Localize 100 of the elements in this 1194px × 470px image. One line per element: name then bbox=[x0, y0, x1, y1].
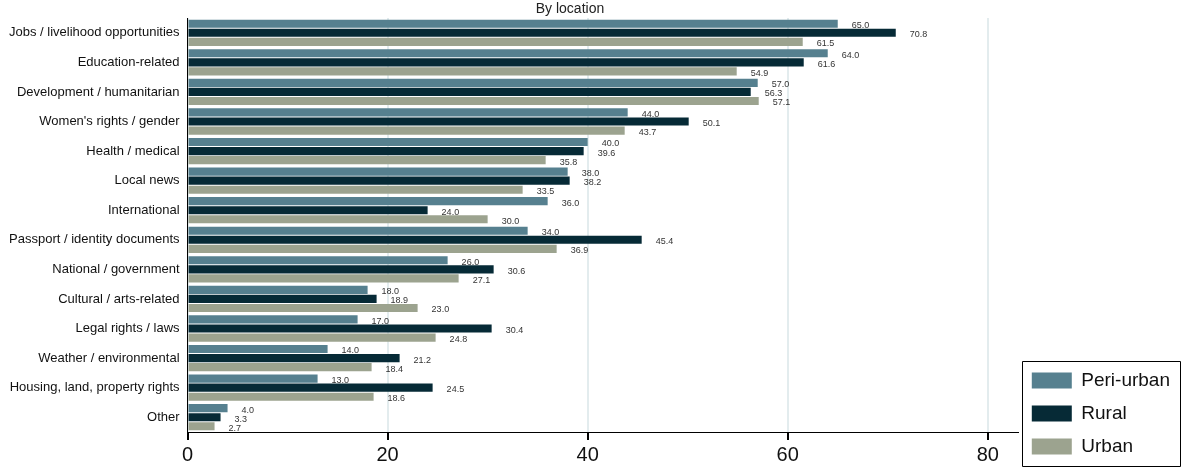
bar bbox=[188, 206, 428, 215]
bar bbox=[188, 226, 528, 235]
data-label: 17.0 bbox=[371, 315, 390, 326]
data-label: 27.1 bbox=[472, 274, 491, 285]
y-tick-label: Legal rights / laws bbox=[75, 320, 181, 336]
data-label: 56.3 bbox=[764, 88, 783, 99]
y-tick-label: Women's rights / gender bbox=[39, 113, 181, 129]
x-tick-label: 40 bbox=[576, 442, 599, 465]
data-label: 54.9 bbox=[750, 67, 769, 78]
data-label: 61.5 bbox=[816, 38, 835, 49]
y-tick-label: National / government bbox=[52, 260, 180, 276]
y-tick-label: Health / medical bbox=[86, 142, 180, 158]
bar bbox=[188, 392, 374, 401]
bar bbox=[188, 294, 377, 304]
data-label: 57.1 bbox=[772, 97, 791, 108]
y-tick-label: Weather / environmental bbox=[38, 349, 180, 365]
bar bbox=[188, 344, 328, 354]
bar bbox=[188, 374, 318, 383]
data-label: 18.0 bbox=[381, 286, 400, 297]
data-label: 50.1 bbox=[702, 117, 721, 128]
data-label: 18.6 bbox=[387, 393, 406, 404]
data-label: 43.7 bbox=[638, 127, 657, 138]
bar bbox=[188, 353, 400, 363]
data-label: 36.0 bbox=[561, 197, 580, 208]
bar bbox=[188, 256, 448, 265]
bar bbox=[188, 167, 568, 176]
bar bbox=[188, 324, 492, 333]
bar bbox=[188, 413, 221, 422]
x-tick-label: 0 bbox=[181, 442, 194, 465]
data-label: 38.2 bbox=[583, 177, 602, 188]
bar bbox=[188, 315, 358, 324]
data-label: 39.6 bbox=[597, 147, 616, 158]
y-tick-label: Housing, land, property rights bbox=[9, 379, 181, 395]
data-label: 13.0 bbox=[331, 375, 350, 386]
bar bbox=[188, 265, 494, 274]
bar bbox=[188, 67, 737, 76]
data-label: 44.0 bbox=[641, 108, 660, 119]
bar bbox=[188, 404, 228, 413]
data-label: 26.0 bbox=[461, 256, 480, 267]
data-label: 64.0 bbox=[841, 49, 860, 60]
bar bbox=[188, 78, 758, 87]
bar bbox=[188, 285, 368, 294]
y-tick-label: Other bbox=[147, 408, 181, 424]
data-label: 14.0 bbox=[341, 345, 360, 356]
y-tick-label: Passport / identity documents bbox=[9, 231, 181, 247]
bar bbox=[188, 28, 896, 37]
data-label: 61.6 bbox=[817, 58, 836, 69]
bar bbox=[188, 422, 215, 431]
bar bbox=[188, 383, 433, 392]
bar bbox=[188, 58, 804, 67]
y-tick-label: Education-related bbox=[77, 53, 180, 69]
data-label: 35.8 bbox=[559, 156, 578, 167]
bar bbox=[188, 215, 488, 224]
data-label: 45.4 bbox=[655, 236, 674, 247]
y-tick-label: Jobs / livelihood opportunities bbox=[8, 24, 181, 40]
legend-label: Rural bbox=[1081, 401, 1127, 423]
bar bbox=[188, 137, 588, 147]
data-label: 30.4 bbox=[505, 324, 524, 335]
legend-label: Peri-urban bbox=[1081, 368, 1171, 390]
data-label: 34.0 bbox=[541, 227, 560, 238]
bar bbox=[188, 19, 838, 28]
bar bbox=[188, 49, 828, 58]
x-tick-label: 80 bbox=[976, 442, 999, 465]
bar bbox=[188, 117, 689, 126]
data-label: 57.0 bbox=[771, 79, 790, 90]
legend-label: Urban bbox=[1081, 434, 1134, 456]
data-label: 4.0 bbox=[241, 404, 255, 415]
data-label: 24.5 bbox=[446, 384, 465, 395]
bar bbox=[188, 156, 546, 165]
y-tick-label: Local news bbox=[114, 172, 181, 188]
bar bbox=[188, 87, 751, 97]
bar bbox=[188, 146, 584, 156]
chart-title: By location bbox=[534, 0, 606, 16]
data-label: 21.2 bbox=[413, 354, 432, 365]
data-label: 18.4 bbox=[385, 363, 404, 374]
data-label: 24.8 bbox=[449, 334, 468, 345]
bar bbox=[188, 363, 372, 372]
y-tick-label: Development / humanitarian bbox=[16, 83, 180, 99]
data-label: 23.0 bbox=[431, 304, 450, 315]
bar bbox=[188, 235, 642, 244]
x-tick-label: 20 bbox=[376, 442, 399, 465]
bar bbox=[188, 244, 557, 253]
y-tick-label: Cultural / arts-related bbox=[58, 290, 180, 306]
bar bbox=[188, 303, 418, 313]
y-tick-label: International bbox=[107, 201, 180, 217]
data-label: 40.0 bbox=[601, 138, 620, 149]
bar bbox=[188, 185, 523, 194]
data-label: 70.8 bbox=[909, 29, 928, 40]
data-label: 18.9 bbox=[390, 295, 409, 306]
x-tick-label: 60 bbox=[776, 442, 799, 465]
bar bbox=[188, 126, 625, 135]
bar bbox=[188, 274, 459, 283]
data-label: 38.0 bbox=[581, 168, 600, 179]
bar bbox=[188, 108, 628, 117]
data-label: 33.5 bbox=[536, 186, 555, 197]
data-label: 65.0 bbox=[851, 20, 870, 31]
bar bbox=[188, 96, 759, 106]
bar bbox=[188, 197, 548, 206]
data-label: 30.6 bbox=[507, 265, 526, 276]
data-label: 3.3 bbox=[234, 413, 248, 424]
